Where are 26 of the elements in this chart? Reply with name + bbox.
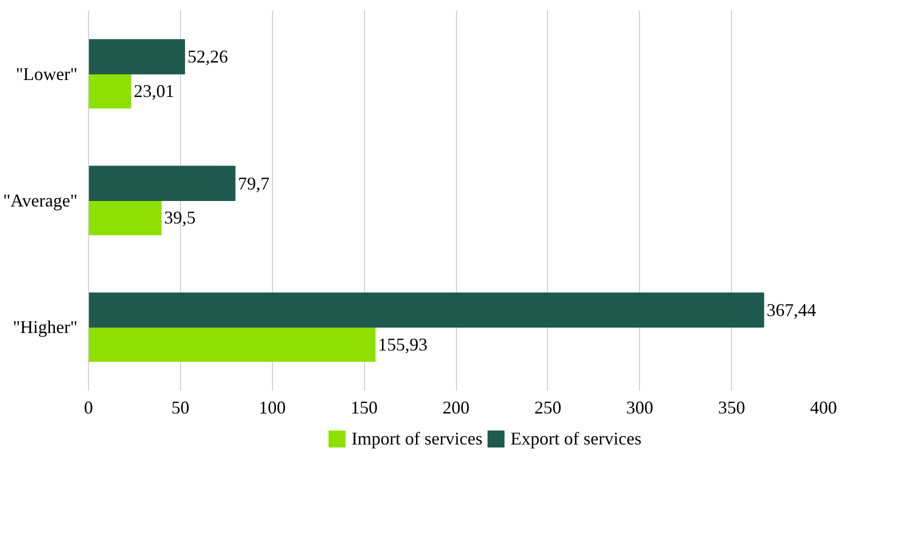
x-tick-label: 300: [626, 398, 654, 418]
bar: [88, 292, 764, 328]
x-tick-label: 150: [350, 398, 378, 418]
legend-label: Export of services: [510, 428, 642, 449]
x-tick-label: 0: [84, 398, 93, 418]
y-tick-label: "Higher": [12, 317, 78, 338]
text: 367,44: [766, 300, 816, 320]
y-tick-label: "Average": [3, 190, 78, 210]
bar: [88, 166, 236, 201]
bar: [88, 73, 132, 109]
x-tick-label: 200: [442, 398, 470, 418]
bar: [88, 200, 162, 236]
x-tick-label: 400: [810, 398, 837, 418]
bar: [88, 39, 186, 74]
y-tick-label: "Lower": [16, 64, 78, 84]
bar: [88, 326, 376, 362]
x-tick-label: 50: [171, 398, 190, 418]
text: 79,7: [238, 173, 270, 194]
text: 155,93: [378, 334, 428, 354]
x-tick-label: 100: [258, 398, 286, 418]
x-tick-label: 350: [718, 398, 746, 418]
legend-label: Import of services: [352, 428, 482, 449]
text: 39,5: [164, 208, 196, 228]
x-tick-label: 250: [534, 398, 562, 418]
text: 52,26: [188, 46, 228, 67]
text: 23,01: [134, 80, 174, 101]
